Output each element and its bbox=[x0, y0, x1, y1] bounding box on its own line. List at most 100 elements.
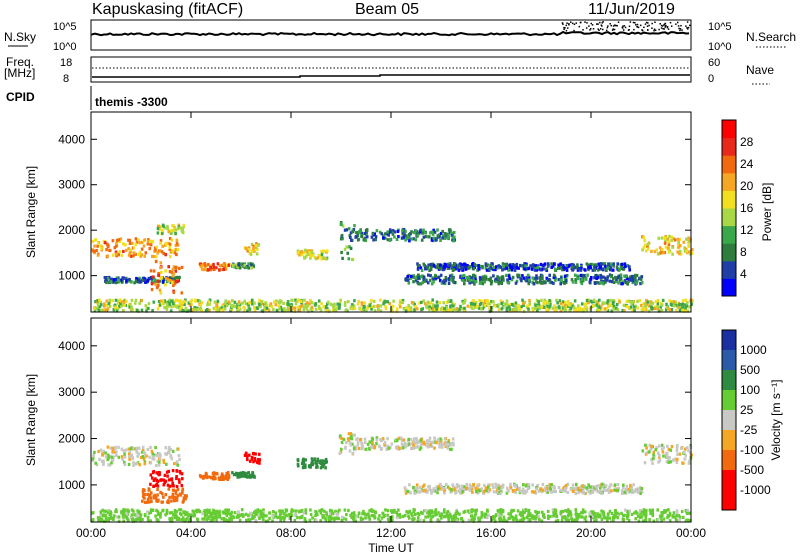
nsearch-dot bbox=[624, 26, 627, 29]
heatmap-cell bbox=[172, 290, 176, 294]
heatmap-cell bbox=[598, 514, 602, 518]
heatmap-cell bbox=[500, 307, 504, 311]
heatmap-cell bbox=[531, 483, 534, 487]
heatmap-cell bbox=[451, 268, 455, 272]
heatmap-cell bbox=[414, 276, 418, 280]
heatmap-cell bbox=[377, 517, 380, 521]
heatmap-cell bbox=[195, 510, 199, 514]
heatmap-cell bbox=[622, 485, 625, 489]
heatmap-cell bbox=[373, 309, 377, 313]
heatmap-cell bbox=[665, 305, 669, 309]
heatmap-cell bbox=[566, 482, 570, 486]
heatmap-cell bbox=[270, 305, 274, 309]
heatmap-cell bbox=[117, 238, 121, 242]
heatmap-cell bbox=[610, 280, 614, 284]
heatmap-cell bbox=[282, 301, 285, 305]
heatmap-cell bbox=[536, 281, 539, 285]
heatmap-cell bbox=[374, 238, 377, 242]
heatmap-cell bbox=[183, 309, 186, 313]
heatmap-cell bbox=[472, 516, 476, 520]
heatmap-cell bbox=[499, 489, 503, 493]
velocity-colorbar-tick: 25 bbox=[740, 403, 754, 417]
heatmap-cell bbox=[244, 474, 247, 478]
heatmap-cell bbox=[668, 519, 672, 523]
heatmap-cell bbox=[173, 495, 177, 499]
heatmap-cell bbox=[146, 492, 150, 496]
heatmap-cell bbox=[182, 223, 186, 227]
heatmap-cell bbox=[431, 232, 435, 236]
heatmap-cell bbox=[414, 441, 418, 445]
heatmap-cell bbox=[256, 511, 259, 515]
heatmap-cell bbox=[106, 254, 109, 258]
heatmap-cell bbox=[454, 515, 457, 519]
heatmap-cell bbox=[334, 509, 337, 513]
heatmap-cell bbox=[384, 232, 387, 236]
heatmap-cell bbox=[634, 489, 638, 493]
heatmap-cell bbox=[175, 252, 178, 257]
heatmap-cell bbox=[657, 455, 661, 459]
heatmap-cell bbox=[104, 509, 108, 513]
heatmap-cell bbox=[365, 513, 369, 517]
heatmap-cell bbox=[453, 235, 456, 239]
heatmap-cell bbox=[497, 491, 500, 495]
nsearch-dot bbox=[617, 21, 620, 23]
heatmap-cell bbox=[530, 490, 534, 494]
heatmap-cell bbox=[265, 514, 268, 518]
heatmap-cell bbox=[414, 445, 418, 449]
heatmap-cell bbox=[556, 519, 560, 523]
nsearch-dot bbox=[601, 22, 604, 24]
heatmap-cell bbox=[642, 508, 646, 512]
heatmap-cell bbox=[436, 228, 439, 232]
heatmap-cell bbox=[595, 276, 598, 280]
nsearch-dot bbox=[573, 23, 576, 26]
nsearch-dot bbox=[582, 29, 584, 31]
heatmap-cell bbox=[447, 281, 451, 285]
heatmap-cell bbox=[499, 299, 503, 303]
heatmap-cell bbox=[570, 518, 574, 522]
heatmap-cell bbox=[675, 460, 679, 465]
heatmap-cell bbox=[201, 262, 205, 267]
heatmap-cell bbox=[282, 516, 285, 520]
heatmap-cell bbox=[349, 443, 353, 447]
heatmap-cell bbox=[511, 275, 515, 279]
heatmap-cell bbox=[168, 237, 172, 241]
heatmap-cell bbox=[473, 302, 477, 306]
heatmap-cell bbox=[615, 306, 618, 310]
heatmap-cell bbox=[319, 308, 323, 312]
heatmap-cell bbox=[678, 303, 681, 307]
heatmap-cell bbox=[631, 308, 634, 312]
heatmap-cell bbox=[535, 268, 539, 272]
heatmap-cell bbox=[532, 282, 536, 286]
heatmap-cell bbox=[553, 262, 556, 266]
heatmap-cell bbox=[630, 486, 634, 490]
nsearch-dot bbox=[651, 27, 653, 29]
heatmap-cell bbox=[505, 273, 508, 277]
heatmap-cell bbox=[164, 283, 167, 287]
heatmap-cell bbox=[531, 263, 535, 267]
nsearch-dot bbox=[675, 23, 677, 25]
heatmap-cell bbox=[628, 490, 631, 494]
heatmap-cell bbox=[388, 230, 391, 234]
heatmap-cell bbox=[327, 300, 330, 304]
heatmap-cell bbox=[222, 519, 226, 523]
heatmap-cell bbox=[347, 257, 351, 261]
nsearch-dot bbox=[681, 29, 683, 31]
heatmap-cell bbox=[379, 438, 383, 442]
heatmap-cell bbox=[528, 302, 532, 306]
heatmap-cell bbox=[169, 279, 172, 283]
x-tick-label: 08:00 bbox=[276, 526, 306, 540]
heatmap-cell bbox=[610, 489, 613, 493]
heatmap-cell bbox=[450, 518, 454, 522]
heatmap-cell bbox=[338, 451, 342, 455]
nave-tick-top: 60 bbox=[708, 57, 720, 69]
heatmap-cell bbox=[223, 307, 227, 311]
heatmap-cell bbox=[171, 449, 175, 453]
heatmap-cell bbox=[147, 277, 151, 281]
heatmap-cell bbox=[152, 300, 156, 304]
heatmap-cell bbox=[623, 309, 626, 313]
heatmap-cell bbox=[449, 443, 452, 447]
heatmap-cell bbox=[609, 264, 612, 268]
nsearch-dot bbox=[616, 24, 618, 27]
heatmap-cell bbox=[663, 509, 666, 513]
